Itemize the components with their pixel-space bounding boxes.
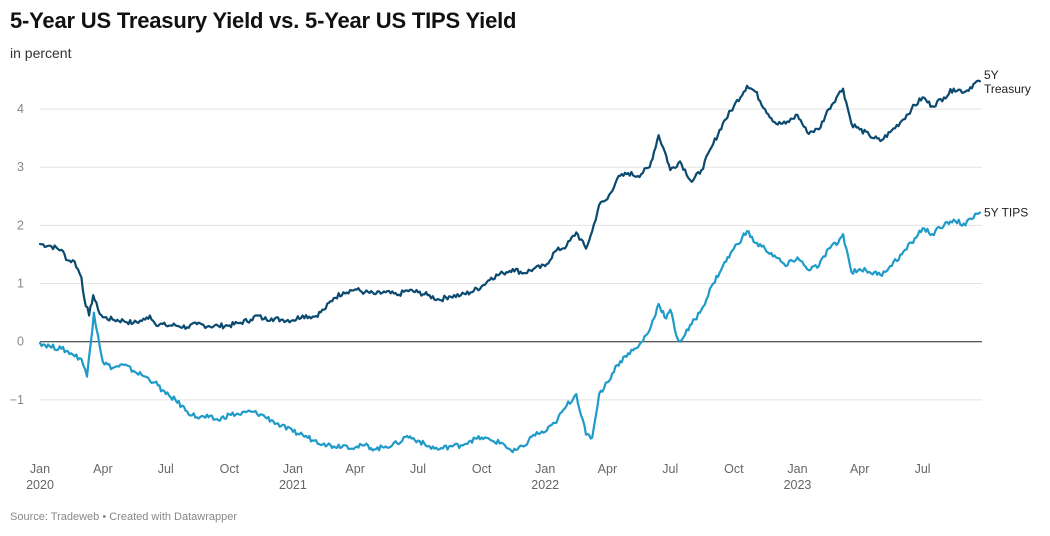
x-tick-label: Oct [724,462,744,476]
x-tick-label: Jan [283,462,303,476]
x-tick-label: Jan [787,462,807,476]
series-line-5y-treasury [38,79,981,330]
x-tick-year-label: 2020 [26,478,54,492]
x-tick-label: Apr [345,462,364,476]
series-line-5y-tips [38,211,981,454]
y-axis: −1 0 1 2 3 4 [10,102,24,407]
x-tick-label: Apr [598,462,617,476]
series-label: 5Y [984,68,999,82]
y-tick-label: 2 [17,218,24,232]
y-tick-label: 1 [17,277,24,291]
x-tick-label: Jul [915,462,931,476]
x-tick-label: Oct [220,462,240,476]
y-tick-label: 4 [17,102,24,116]
x-tick-label: Jan [30,462,50,476]
grid [40,108,982,401]
x-tick-label: Oct [472,462,492,476]
series-label: Treasury [984,82,1031,96]
x-tick-label: Jul [158,462,174,476]
source-footer: Source: Tradeweb • Created with Datawrap… [10,511,238,523]
series [38,79,981,454]
x-tick-label: Jul [410,462,426,476]
x-tick-label: Jul [662,462,678,476]
x-axis: Jan 2020 Apr Jul Oct Jan 2021 Apr Jul Oct Jan 2022 A… [26,462,930,492]
x-tick-year-label: 2021 [279,478,307,492]
y-tick-label: −1 [10,393,24,407]
chart-title: 5-Year US Treasury Yield vs. 5-Year US T… [10,8,517,33]
chart-subtitle: in percent [10,45,72,61]
x-tick-label: Apr [93,462,112,476]
y-tick-label: 0 [17,335,24,349]
x-tick-label: Jan [535,462,555,476]
x-tick-label: Apr [850,462,869,476]
x-tick-year-label: 2023 [784,478,812,492]
x-tick-year-label: 2022 [531,478,559,492]
y-tick-label: 3 [17,160,24,174]
series-label: 5Y TIPS [984,206,1028,220]
